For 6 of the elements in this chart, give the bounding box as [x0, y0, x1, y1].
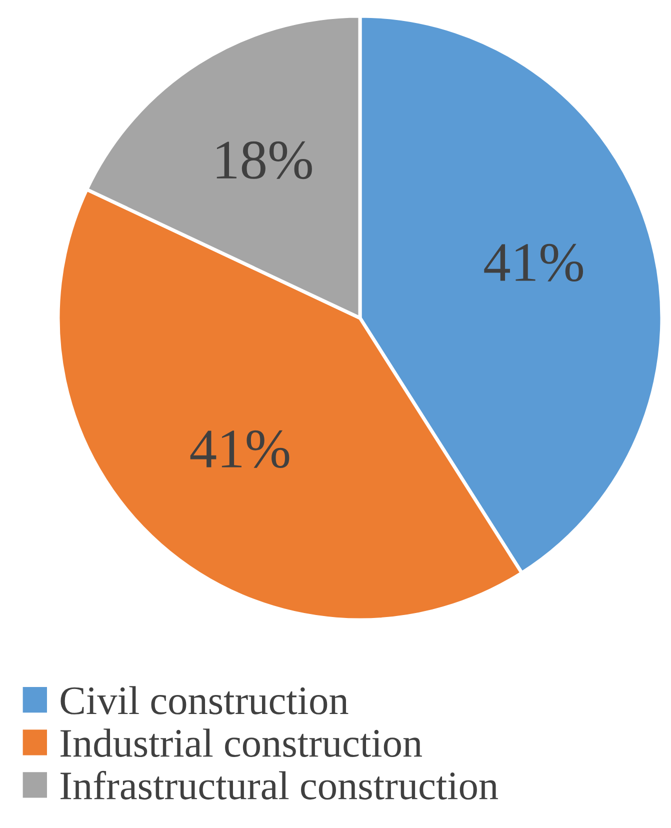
- data-label: 41%: [484, 244, 584, 282]
- legend-label: Civil construction: [60, 686, 348, 714]
- legend-label: Industrial construction: [60, 728, 422, 757]
- data-label: 41%: [190, 430, 290, 468]
- data-label: 18%: [216, 141, 312, 180]
- legend-label: Infrastructural construction: [60, 770, 498, 800]
